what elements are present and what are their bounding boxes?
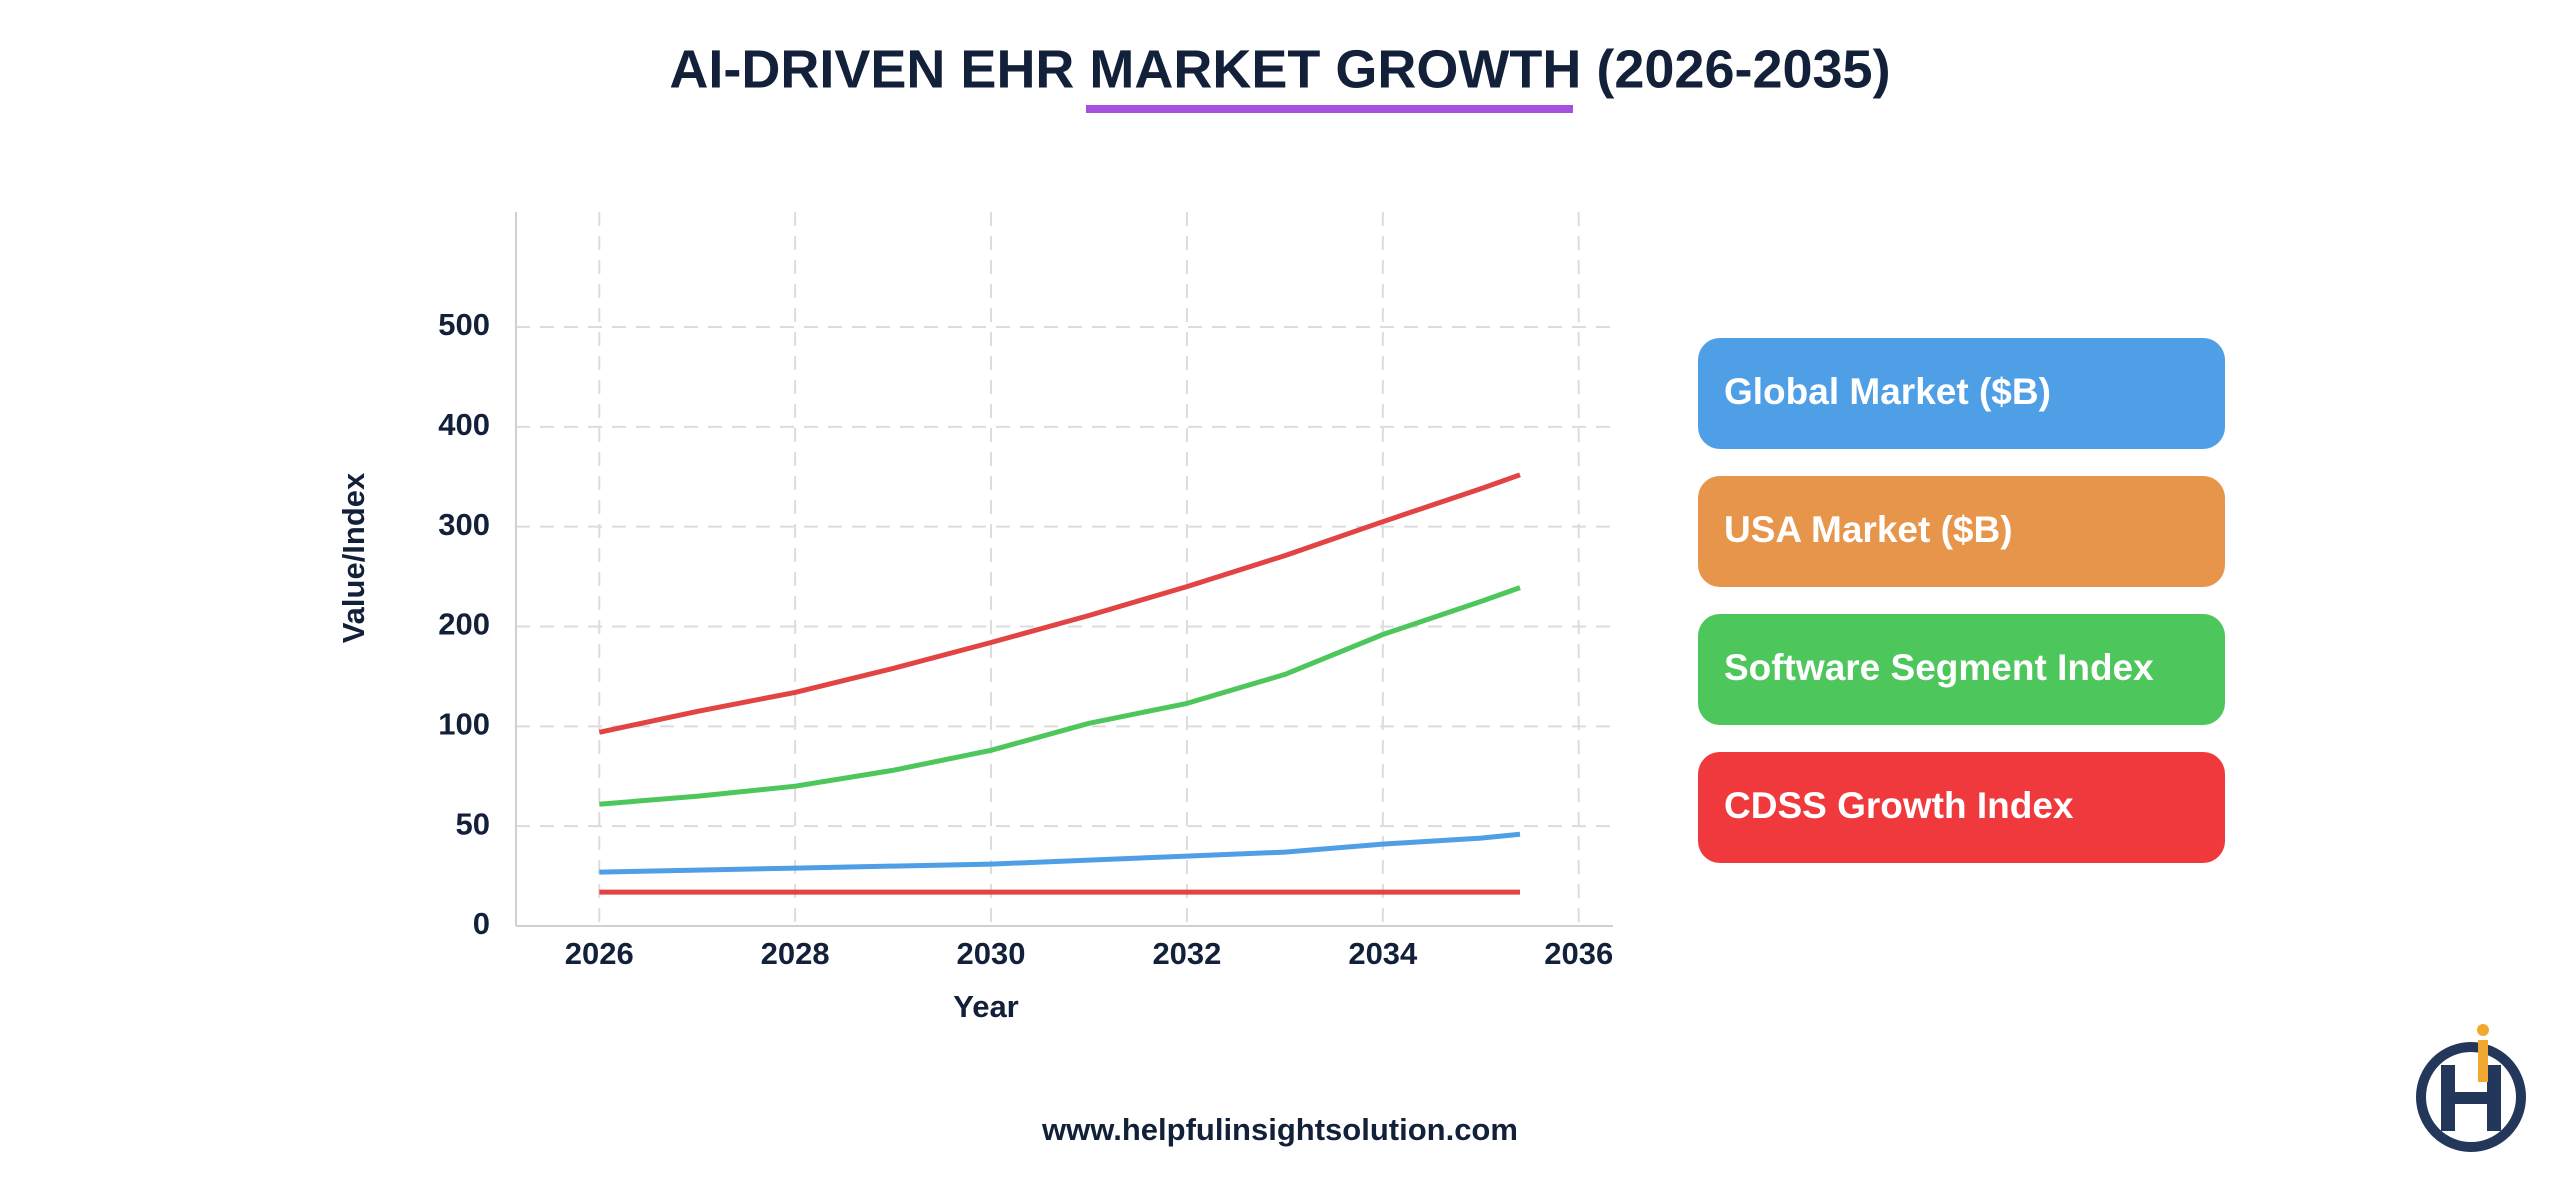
series-line <box>599 585 1521 807</box>
x-tick-label: 2034 <box>1348 936 1418 971</box>
legend-swatch <box>1698 752 2225 863</box>
x-tick-label: 2026 <box>565 936 634 971</box>
title-underline <box>1086 105 1573 113</box>
y-tick-label: 100 <box>438 707 490 742</box>
x-tick-label: 2036 <box>1544 936 1613 971</box>
y-tick-label: 200 <box>438 607 490 642</box>
y-tick-label: 400 <box>438 407 490 442</box>
y-axis-label: Value/Index <box>336 472 371 643</box>
legend-label: Software Segment Index <box>1724 647 2154 688</box>
x-tick-label: 2030 <box>957 936 1026 971</box>
y-tick-label: 500 <box>438 307 490 342</box>
footer-url: www.helpfulinsightsolution.com <box>1041 1112 1518 1147</box>
legend-swatch <box>1698 338 2225 449</box>
legend-label: CDSS Growth Index <box>1724 785 2074 826</box>
x-axis-label: Year <box>953 989 1019 1024</box>
series-line <box>598 472 1521 735</box>
y-tick-label: 0 <box>473 906 490 941</box>
x-tick-label: 2032 <box>1152 936 1221 971</box>
legend-label: USA Market ($B) <box>1724 509 2013 550</box>
x-tick-label: 2028 <box>761 936 830 971</box>
legend-swatch <box>1698 476 2225 587</box>
legend-label: Global Market ($B) <box>1724 371 2051 412</box>
y-tick-label: 300 <box>438 507 490 542</box>
chart-title: AI-DRIVEN EHR MARKET GROWTH (2026-2035) <box>669 39 1890 99</box>
series-line <box>599 831 1521 875</box>
y-tick-label: 50 <box>456 806 490 841</box>
legend-swatch <box>1698 614 2225 725</box>
logo <box>2416 1024 2526 1152</box>
